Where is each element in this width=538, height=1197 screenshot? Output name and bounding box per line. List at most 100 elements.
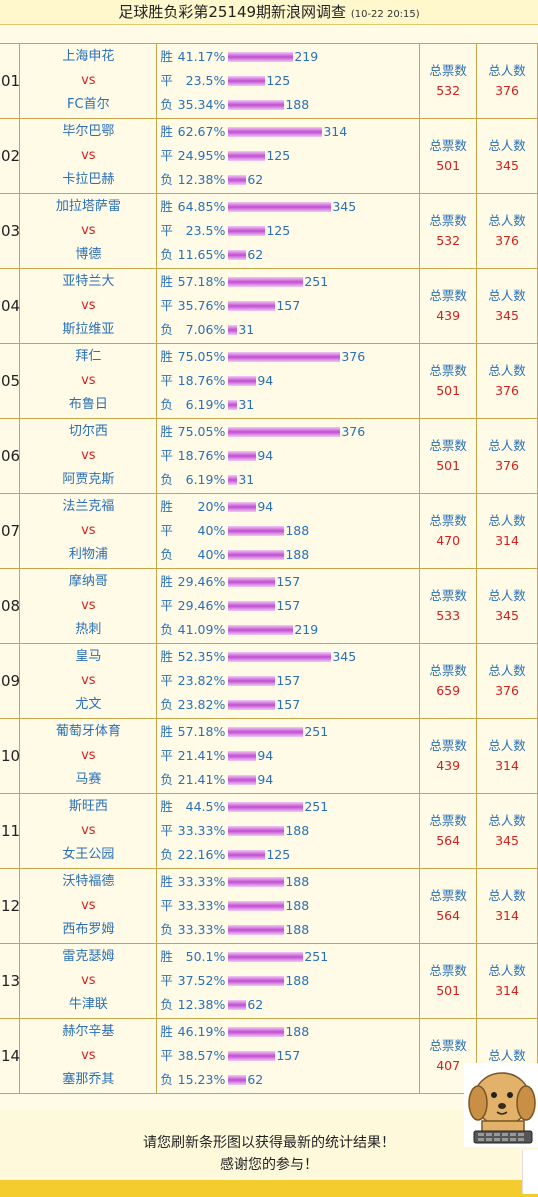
away-team[interactable]: 牛津联: [68, 997, 108, 1012]
loss-bar: [228, 100, 285, 110]
away-team[interactable]: 斯拉维亚: [62, 322, 115, 337]
loss-percent: 15.23%: [177, 1072, 226, 1087]
vs-label[interactable]: vs: [81, 673, 96, 688]
match-row: 13 雷克瑟姆 vs 牛津联 胜 50.1% 251 平 37.52% 188 负 12.38% 62 总…: [0, 943, 538, 1019]
total-people-cell: 总人数 314: [476, 943, 538, 1019]
total-people-value: 376: [495, 683, 519, 698]
home-team[interactable]: 切尔西: [68, 424, 108, 439]
vs-label[interactable]: vs: [81, 523, 96, 538]
win-result-line: 胜 62.67% 314: [157, 120, 419, 144]
draw-count: 157: [276, 1048, 301, 1063]
home-team[interactable]: 斯旺西: [68, 799, 108, 814]
loss-bar: [228, 475, 238, 485]
loss-bar: [228, 175, 247, 185]
total-people-label: 总人数: [488, 813, 526, 828]
total-votes-label: 总票数: [429, 813, 467, 828]
page-header: 足球胜负彩第25149期新浪网调查 (10-22 20:15): [0, 0, 538, 25]
draw-bar: [228, 676, 276, 686]
vs-label[interactable]: vs: [81, 373, 96, 388]
loss-label: 负: [160, 247, 173, 262]
refresh-hint: 请您刷新条形图以获得最新的统计结果！: [143, 1135, 395, 1151]
vs-label[interactable]: vs: [81, 748, 96, 763]
loss-bar: [228, 325, 238, 335]
draw-label: 平: [160, 598, 173, 613]
home-team[interactable]: 上海申花: [62, 49, 115, 64]
win-label: 胜: [160, 649, 173, 664]
away-team[interactable]: 马赛: [75, 772, 102, 787]
draw-bar: [228, 76, 266, 86]
away-team[interactable]: 阿贾克斯: [62, 472, 115, 487]
win-percent: 52.35%: [177, 649, 226, 664]
draw-label: 平: [160, 673, 173, 688]
loss-count: 157: [276, 697, 301, 712]
home-team[interactable]: 摩纳哥: [68, 574, 108, 589]
home-team[interactable]: 赫尔辛基: [62, 1024, 115, 1039]
draw-bar: [228, 376, 257, 386]
loss-percent: 35.34%: [177, 97, 226, 112]
loss-count: 31: [238, 397, 255, 412]
away-team[interactable]: FC首尔: [67, 97, 110, 112]
win-bar: [228, 802, 304, 812]
vs-label[interactable]: vs: [81, 73, 96, 88]
draw-bar: [228, 601, 276, 611]
loss-percent: 22.16%: [177, 847, 226, 862]
total-votes-cell: 总票数 659: [419, 643, 478, 719]
home-team[interactable]: 亚特兰大: [62, 274, 115, 289]
home-team[interactable]: 雷克瑟姆: [62, 949, 115, 964]
win-percent: 33.33%: [177, 874, 226, 889]
draw-percent: 29.46%: [177, 598, 226, 613]
loss-count: 62: [247, 247, 264, 262]
vs-label[interactable]: vs: [81, 223, 96, 238]
vs-label[interactable]: vs: [81, 448, 96, 463]
home-team[interactable]: 皇马: [75, 649, 102, 664]
win-bar: [228, 952, 304, 962]
win-percent: 75.05%: [177, 424, 226, 439]
vs-label[interactable]: vs: [81, 973, 96, 988]
home-team[interactable]: 沃特福德: [62, 874, 115, 889]
loss-percent: 7.06%: [185, 322, 226, 337]
vs-label[interactable]: vs: [81, 598, 96, 613]
match-row: 06 切尔西 vs 阿贾克斯 胜 75.05% 376 平 18.76% 94 负 6.19% 31 总票…: [0, 418, 538, 494]
total-votes-value: 564: [436, 833, 461, 848]
loss-label: 负: [160, 547, 173, 562]
win-bar: [228, 427, 341, 437]
dog-mascot-icon[interactable]: [464, 1063, 538, 1147]
away-team[interactable]: 热刺: [75, 622, 102, 637]
total-people-cell: 总人数 314: [476, 868, 538, 944]
away-team[interactable]: 博德: [75, 247, 102, 262]
home-team[interactable]: 拜仁: [75, 349, 102, 364]
win-count: 345: [332, 649, 357, 664]
vs-label[interactable]: vs: [81, 823, 96, 838]
draw-count: 188: [285, 973, 310, 988]
win-count: 251: [304, 274, 329, 289]
away-team[interactable]: 利物浦: [68, 547, 108, 562]
loss-result-line: 负 6.19% 31: [157, 393, 419, 417]
home-team[interactable]: 法兰克福: [62, 499, 115, 514]
loss-result-line: 负 12.38% 62: [157, 168, 419, 192]
loss-percent: 33.33%: [177, 922, 226, 937]
match-number: 07: [0, 493, 21, 569]
vs-label[interactable]: vs: [81, 298, 96, 313]
away-team[interactable]: 尤文: [75, 697, 102, 712]
away-team[interactable]: 塞那乔其: [62, 1072, 115, 1087]
vs-label[interactable]: vs: [81, 898, 96, 913]
win-label: 胜: [160, 874, 173, 889]
away-team[interactable]: 卡拉巴赫: [62, 172, 115, 187]
home-team[interactable]: 毕尔巴鄂: [62, 124, 115, 139]
away-team[interactable]: 女王公园: [62, 847, 115, 862]
home-team[interactable]: 葡萄牙体育: [55, 724, 121, 739]
thanks-text: 感谢您的参与！: [220, 1157, 318, 1173]
away-team[interactable]: 西布罗姆: [62, 922, 115, 937]
total-people-label: 总人数: [488, 438, 526, 453]
total-people-value: 376: [495, 233, 519, 248]
away-team[interactable]: 布鲁日: [68, 397, 108, 412]
home-team[interactable]: 加拉塔萨雷: [55, 199, 121, 214]
total-votes-cell: 总票数 501: [419, 343, 478, 419]
loss-label: 负: [160, 397, 173, 412]
draw-percent: 24.95%: [177, 148, 226, 163]
vs-label[interactable]: vs: [81, 148, 96, 163]
match-row: 08 摩纳哥 vs 热刺 胜 29.46% 157 平 29.46% 157 负 41.09% 219 总…: [0, 568, 538, 644]
win-percent: 57.18%: [177, 724, 226, 739]
vs-label[interactable]: vs: [81, 1048, 96, 1063]
survey-table: 01 上海申花 vs FC首尔胜 41.17% 219 平 23.5% 125 负 35.34% 18…: [0, 43, 538, 1094]
